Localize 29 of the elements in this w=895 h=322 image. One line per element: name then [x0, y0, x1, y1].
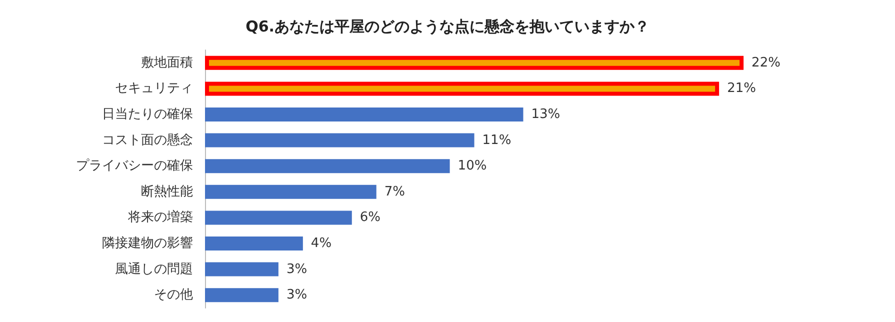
data-label: 3%	[286, 262, 308, 277]
data-label: 22%	[752, 55, 780, 70]
data-label: 7%	[384, 184, 405, 200]
bar	[205, 108, 524, 122]
y-tick-label: コスト面の懸念	[102, 132, 193, 148]
data-label: 4%	[310, 236, 332, 251]
y-tick-label: プライバシーの確保	[76, 158, 193, 174]
data-label: 21%	[727, 81, 756, 96]
y-tick-label: 断熱性能	[141, 184, 193, 200]
bar	[205, 288, 278, 302]
data-label: 3%	[286, 288, 308, 303]
data-label: 10%	[458, 158, 487, 174]
bar	[205, 262, 278, 276]
bar	[205, 236, 303, 250]
y-tick-label: 日当たりの確保	[102, 107, 193, 122]
bar	[205, 184, 376, 199]
y-tick-label: 将来の増築	[127, 209, 193, 226]
chart-title: Q6.あなたは平屋のどのような点に懸念を抱いていますか？	[246, 18, 650, 36]
bar	[205, 133, 474, 148]
data-label: 11%	[482, 132, 512, 148]
bar	[205, 210, 352, 225]
y-tick-label: セキュリティ	[115, 81, 193, 96]
y-tick-label: 風通しの問題	[115, 262, 193, 277]
bar	[205, 159, 450, 174]
data-label: 6%	[360, 210, 381, 226]
y-tick-label: 敷地面積	[141, 55, 193, 70]
y-tick-label: 隣接建物の影響	[102, 236, 193, 251]
y-tick-label: その他	[154, 288, 193, 303]
data-label: 13%	[531, 107, 560, 122]
